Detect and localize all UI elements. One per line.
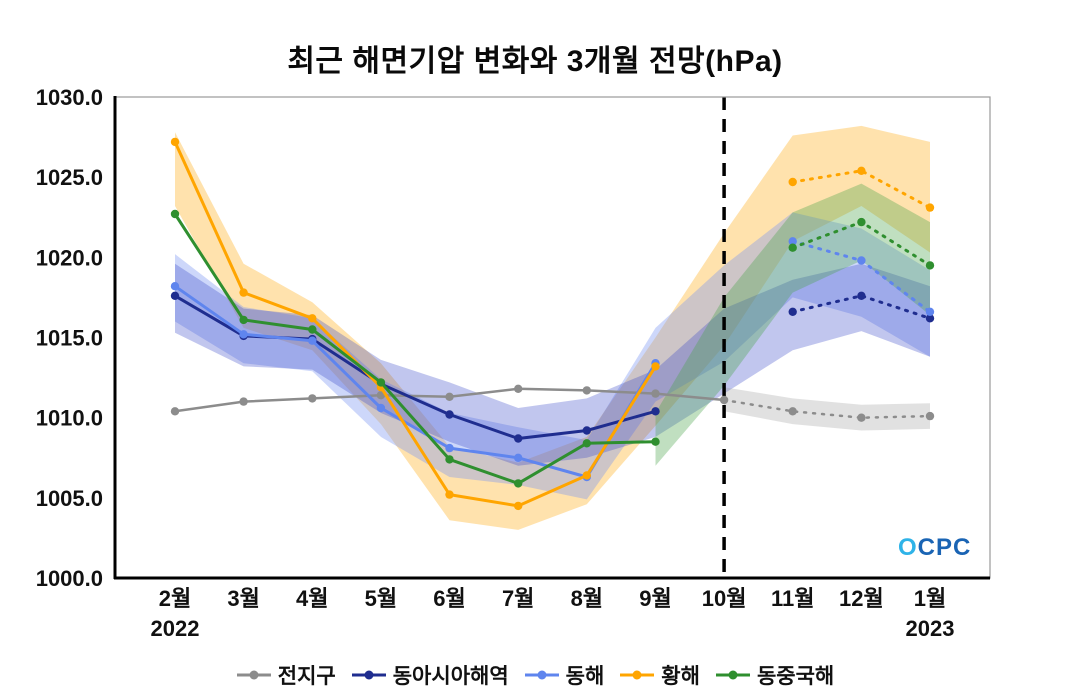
ocpc-logo: OCPC xyxy=(898,534,971,562)
y-tick-label: 1005.0 xyxy=(36,486,103,511)
ocpc-logo-o: O xyxy=(898,534,918,561)
x-tick-label: 9월 xyxy=(639,586,671,611)
legend-marker-yellow-sea xyxy=(620,670,655,680)
x-tick-label: 4월 xyxy=(296,586,328,611)
x-tick-label: 8월 xyxy=(571,586,603,611)
legend-item-east-sea: 동해 xyxy=(524,660,605,690)
legend-label-east-asia-seas: 동아시아해역 xyxy=(392,665,509,688)
x-tick-label: 7월 xyxy=(502,586,534,611)
x-year-label-end: 2023 xyxy=(906,616,955,641)
legend-item-east-china-sea: 동중국해 xyxy=(715,660,834,690)
band-east-sea-range xyxy=(175,212,930,500)
x-tick-label: 5월 xyxy=(365,586,397,611)
y-tick-label: 1010.0 xyxy=(36,406,103,431)
x-tick-label: 2월 xyxy=(159,586,191,611)
legend-marker-global xyxy=(236,670,271,680)
x-tick-label: 11월 xyxy=(771,586,815,611)
chart-legend: 전지구 동아시아해역 동해 황해 동중국해 xyxy=(0,660,1070,690)
legend-label-east-sea: 동해 xyxy=(565,665,605,688)
legend-label-global: 전지구 xyxy=(277,665,336,688)
x-tick-label: 6월 xyxy=(433,586,465,611)
legend-marker-east-sea xyxy=(524,670,559,680)
band-yellow-sea-range xyxy=(175,125,930,530)
legend-item-yellow-sea: 황해 xyxy=(619,660,700,690)
x-tick-label: 3월 xyxy=(227,586,259,611)
y-tick-label: 1030.0 xyxy=(36,85,103,110)
series-global xyxy=(170,384,935,422)
x-tick-label: 12월 xyxy=(839,586,884,611)
legend-item-east-asia-seas: 동아시아해역 xyxy=(351,660,509,690)
legend-item-global: 전지구 xyxy=(236,660,336,690)
legend-label-yellow-sea: 황해 xyxy=(661,665,700,688)
y-tick-label: 1015.0 xyxy=(36,326,103,351)
legend-marker-east-asia-seas xyxy=(351,670,386,680)
chart-title: 최근 해면기압 변화와 3개월 전망(hPa) xyxy=(287,45,783,78)
legend-label-east-china-sea: 동중국해 xyxy=(756,665,835,688)
x-tick-label: 10월 xyxy=(702,586,747,611)
series-east-china-sea xyxy=(170,209,935,488)
band-east-asia-range xyxy=(175,263,930,466)
band-global-range xyxy=(724,387,930,431)
x-tick-label: 1월 xyxy=(914,586,946,611)
y-tick-label: 1020.0 xyxy=(36,245,103,270)
series-east-sea xyxy=(170,237,935,482)
ocpc-logo-cpc: CPC xyxy=(917,534,972,561)
legend-marker-east-china-sea xyxy=(715,670,750,680)
x-year-label-start: 2022 xyxy=(151,616,200,641)
y-tick-label: 1025.0 xyxy=(36,165,103,190)
band-east-china-sea-range xyxy=(655,183,930,466)
y-tick-label: 1000.0 xyxy=(36,566,103,591)
